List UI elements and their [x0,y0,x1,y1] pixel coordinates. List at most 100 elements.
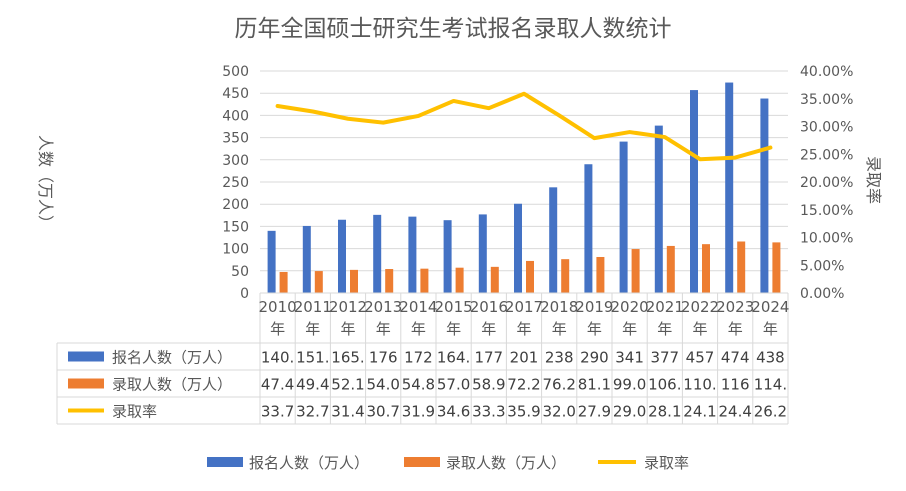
bar-applicants [514,203,522,293]
data-label: 35.9 [507,403,540,421]
chart-title: 历年全国硕士研究生考试报名录取人数统计 [235,16,672,42]
data-label: 27.9 [578,403,611,421]
data-label: 290 [580,349,609,367]
y-tick-label: 150 [222,219,249,235]
data-label: 106. [648,376,681,394]
y-tick-label: 250 [222,175,249,191]
category-label: 年 [657,320,672,338]
data-label: 81.1 [578,376,611,394]
data-label: 140. [261,349,294,367]
category-label: 2017 [505,298,543,316]
data-label: 33.3 [472,403,505,421]
bar-applicants [478,214,487,293]
data-label: 201 [510,349,539,367]
category-label: 2010 [259,298,297,316]
data-label: 172 [404,349,433,367]
category-label: 年 [692,320,707,338]
bar-admitted [702,244,710,293]
category-label: 2015 [435,298,473,316]
y2-tick-label: 10.00% [800,231,853,247]
category-label: 年 [728,320,743,338]
data-label: 47.4 [261,376,294,394]
y2-tick-label: 30.00% [800,120,853,136]
data-label: 54.0 [366,376,399,394]
y2-tick-label: 15.00% [800,203,853,219]
data-label: 32.7 [296,403,329,421]
legend-entry: 录取率 [644,454,689,472]
data-label: 72.2 [507,376,540,394]
bar-admitted [737,241,746,293]
category-label: 年 [305,320,320,338]
y-axis-label: 人数（万人） [36,135,55,231]
y-tick-label: 50 [231,264,249,280]
y-tick-label: 500 [222,64,249,80]
bar-admitted [279,271,288,293]
category-label: 年 [270,320,285,338]
bar-applicants [302,225,311,293]
bar-admitted [314,271,323,293]
data-label: 341 [615,349,644,367]
bar-admitted [526,260,534,293]
legend-entry: 报名人数（万人） [249,454,369,472]
category-label: 年 [587,320,602,338]
gridlines [260,70,788,294]
category-label: 年 [411,320,426,338]
data-label: 76.2 [542,376,575,394]
category-label: 2014 [399,298,437,316]
y-tick-label: 400 [222,108,249,124]
data-label: 32.0 [542,403,575,421]
data-label: 31.4 [331,403,364,421]
data-label: 99.0 [613,376,646,394]
table-legend-key [68,378,104,389]
y2-tick-label: 20.00% [800,175,853,191]
category-label: 年 [552,320,567,338]
data-label: 49.4 [296,376,329,394]
line-group [275,91,773,162]
y2-tick-label: 25.00% [800,147,853,163]
data-label: 165. [331,349,364,367]
data-label: 57.0 [437,376,470,394]
bar-applicants [654,125,663,293]
bar-admitted [596,256,605,293]
y-tick-label: 0 [240,286,249,302]
category-label: 2016 [470,298,508,316]
data-label: 151. [296,349,329,367]
data-label: 28.1 [648,403,681,421]
bar-applicants [443,220,452,293]
table-series-name: 录取人数（万人） [112,376,232,394]
bar-applicants [760,98,769,293]
data-label: 438 [756,349,785,367]
data-label: 177 [474,349,503,367]
category-label: 年 [481,320,496,338]
y2-axis-label: 录取率 [864,156,883,204]
bar-applicants [267,230,276,293]
category-label: 2018 [540,298,578,316]
data-label: 176 [369,349,398,367]
category-label: 年 [376,320,391,338]
data-label: 457 [686,349,715,367]
data-label: 110. [683,376,716,394]
category-label: 2019 [575,298,613,316]
axis-ticks: 0 50 100 150 200 250 300 350 400 450 500 0.00% 5.00%… [222,64,853,302]
category-label: 2012 [329,298,367,316]
data-label: 116 [721,376,750,394]
category-label: 年 [446,320,461,338]
data-label: 52.1 [331,376,364,394]
y-tick-label: 200 [222,197,249,213]
category-label: 年 [340,320,355,338]
table-series-name: 报名人数（万人） [112,349,232,367]
category-label: 2023 [716,298,754,316]
data-label: 24.4 [718,403,751,421]
category-label: 2021 [646,298,684,316]
data-label: 238 [545,349,574,367]
data-label: 34.6 [437,403,470,421]
bar-applicants [584,164,593,293]
table-legend-key [68,351,104,362]
bar-admitted [455,267,464,293]
legend-key [207,457,243,467]
category-label: 2013 [364,298,402,316]
bar-admitted [420,268,429,293]
bars-group [267,82,781,293]
